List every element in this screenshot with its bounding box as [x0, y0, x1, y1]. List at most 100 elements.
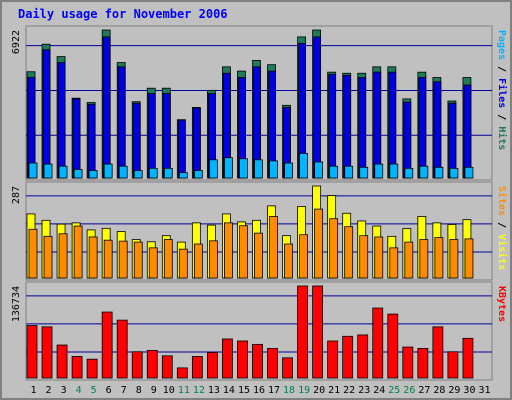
series-legend: KBytes: [496, 286, 507, 322]
kbytes-bar: [71, 356, 83, 379]
day-label: 15: [238, 385, 250, 396]
pages-bar: [359, 166, 369, 179]
sites-bar: [254, 232, 263, 279]
sites-bar: [103, 239, 113, 279]
pages-bar: [419, 165, 429, 179]
sites-bar: [28, 228, 38, 279]
pages-bar: [344, 165, 354, 179]
kbytes-bar: [447, 351, 459, 379]
pages-bar: [434, 166, 444, 179]
pages-bar: [148, 167, 158, 179]
panel-visits-sites: 287 Sites / Visits: [11, 181, 508, 281]
kbytes-bar: [146, 350, 158, 379]
files-bar: [463, 84, 472, 179]
sites-bar: [284, 243, 293, 279]
kbytes-bar: [86, 358, 98, 379]
day-label: 2: [46, 385, 52, 396]
files-bar: [358, 77, 367, 179]
files-bar: [132, 102, 141, 179]
kbytes-bar: [101, 311, 113, 379]
legend-part: KBytes: [496, 286, 507, 322]
files-bar: [343, 74, 352, 179]
day-label: 8: [136, 385, 142, 396]
sites-bar: [133, 241, 143, 279]
kbytes-bar: [342, 335, 354, 379]
pages-bar: [43, 163, 53, 179]
legend-part: /: [496, 216, 507, 234]
pages-bar: [464, 166, 474, 179]
sites-bar: [359, 235, 369, 279]
kbytes-bar: [237, 340, 248, 379]
kbytes-bar: [176, 367, 188, 379]
pages-bar: [58, 165, 68, 179]
legend-part: /: [496, 108, 507, 126]
pages-bar: [28, 162, 38, 179]
files-bar: [162, 93, 171, 179]
sites-bar: [389, 247, 399, 279]
pages-bar: [88, 170, 98, 179]
legend-part: Hits: [496, 126, 508, 150]
pages-bar: [374, 163, 384, 179]
day-label: 4: [76, 385, 82, 396]
day-label: 29: [448, 385, 460, 396]
files-bar: [418, 77, 427, 179]
kbytes-bar: [206, 352, 218, 379]
legend-part: Pages: [496, 30, 507, 60]
day-label: 13: [208, 385, 220, 396]
sites-bar: [224, 222, 233, 279]
files-bar: [72, 98, 81, 179]
day-label: 23: [358, 385, 370, 396]
day-label: 6: [106, 385, 112, 396]
pages-bar: [208, 159, 218, 179]
sites-bar: [449, 239, 459, 279]
kbytes-bar: [372, 307, 384, 379]
pages-bar: [178, 172, 188, 179]
day-label: 25: [388, 385, 400, 396]
y-max-label: 136734: [11, 286, 22, 322]
sites-bar: [404, 241, 414, 279]
day-label: 21: [328, 385, 340, 396]
sites-bar: [208, 240, 218, 279]
files-bar: [388, 71, 397, 179]
sites-bar: [299, 234, 308, 279]
kbytes-bar: [432, 326, 444, 379]
sites-bar: [88, 236, 98, 279]
panel-hits-files-pages: 6922 Pages / Files / Hits: [11, 25, 508, 181]
kbytes-bar: [56, 344, 68, 379]
sites-bar: [148, 247, 158, 279]
chart-panels: 6922 Pages / Files / Hits 287 Sites / Visit…: [11, 25, 508, 381]
sites-bar: [464, 238, 474, 279]
sites-bar: [163, 239, 173, 279]
files-bar: [448, 102, 457, 179]
kbytes-bar: [462, 337, 474, 379]
pages-bar: [73, 169, 83, 179]
legend-part: Visits: [496, 234, 508, 270]
files-bar: [177, 119, 186, 179]
pages-bar: [269, 160, 278, 179]
pages-bar: [163, 167, 173, 179]
files-bar: [192, 107, 201, 179]
kbytes-bar: [26, 325, 38, 379]
day-label: 5: [91, 385, 97, 396]
pages-bar: [449, 167, 459, 179]
pages-bar: [224, 157, 233, 179]
day-label: 31: [478, 385, 490, 396]
files-bar: [117, 66, 126, 179]
day-label: 17: [268, 385, 280, 396]
kbytes-bar: [161, 355, 173, 379]
files-bar: [373, 71, 382, 179]
day-label: 18: [283, 385, 295, 396]
files-bar: [147, 93, 156, 179]
pages-bar: [118, 165, 128, 179]
panel-kbytes: 136734 KBytes: [11, 281, 507, 381]
sites-bar: [314, 208, 324, 279]
sites-bar: [118, 240, 128, 279]
kbytes-bar: [282, 357, 293, 379]
files-bar: [57, 62, 66, 179]
day-label: 24: [373, 385, 385, 396]
day-label: 26: [403, 385, 415, 396]
pages-bar: [193, 170, 203, 179]
kbytes-bar: [267, 347, 278, 379]
